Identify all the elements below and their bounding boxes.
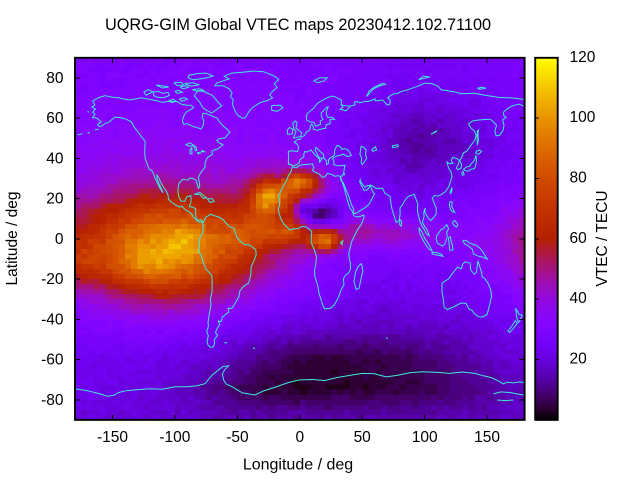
- svg-text:80: 80: [46, 70, 64, 87]
- svg-text:150: 150: [474, 429, 500, 446]
- svg-text:-100: -100: [159, 429, 190, 446]
- svg-text:50: 50: [354, 429, 372, 446]
- svg-text:20: 20: [46, 191, 64, 208]
- svg-text:Latitude / deg: Latitude / deg: [4, 192, 21, 286]
- svg-text:100: 100: [570, 109, 596, 126]
- svg-text:20: 20: [570, 351, 588, 368]
- svg-text:100: 100: [412, 429, 438, 446]
- svg-text:-60: -60: [41, 352, 64, 369]
- svg-text:VTEC / TECU: VTEC / TECU: [594, 190, 611, 286]
- svg-text:60: 60: [570, 230, 588, 247]
- svg-text:-50: -50: [226, 429, 249, 446]
- svg-text:-150: -150: [97, 429, 128, 446]
- svg-text:80: 80: [570, 170, 588, 187]
- svg-text:120: 120: [570, 49, 596, 66]
- svg-text:-40: -40: [41, 311, 64, 328]
- svg-text:-80: -80: [41, 392, 64, 409]
- svg-text:60: 60: [46, 110, 64, 127]
- svg-text:0: 0: [55, 231, 64, 248]
- svg-text:Longitude / deg: Longitude / deg: [243, 457, 353, 474]
- svg-text:UQRG-GIM Global VTEC maps 2023: UQRG-GIM Global VTEC maps 20230412.102.7…: [105, 16, 491, 34]
- svg-text:40: 40: [570, 290, 588, 307]
- svg-text:-20: -20: [41, 271, 64, 288]
- svg-text:40: 40: [46, 150, 64, 167]
- svg-text:0: 0: [295, 429, 304, 446]
